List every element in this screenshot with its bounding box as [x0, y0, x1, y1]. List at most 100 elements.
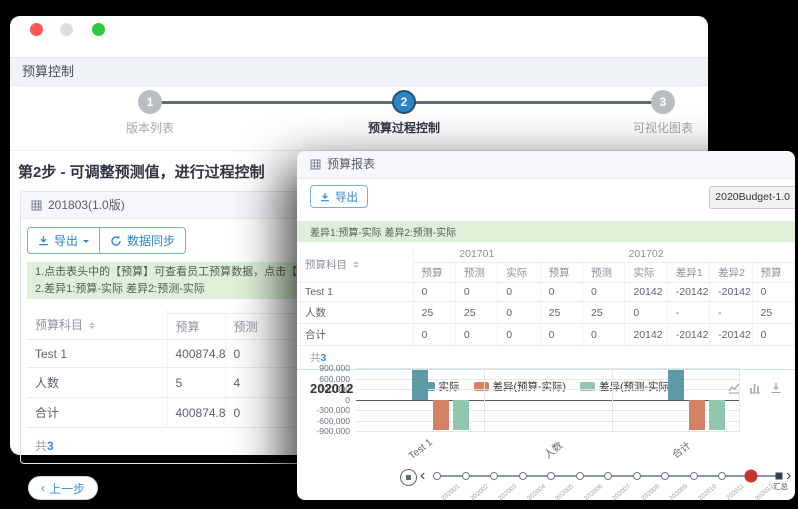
- timeline-node-current[interactable]: [744, 469, 757, 483]
- gridline: [356, 389, 740, 390]
- export-button-label: 导出: [335, 191, 358, 204]
- table-row[interactable]: Test 1 0 0 0 0 0 20142 -20142 -20142 0: [297, 282, 795, 302]
- value-cell: 25: [540, 301, 584, 324]
- table-head: 预算科目 201701 201702 预算 预测 实际 预算 预测 实际 差异1 差异2 预算: [297, 246, 795, 283]
- data-sync-button[interactable]: 数据同步: [99, 227, 187, 254]
- play-button[interactable]: [400, 469, 417, 486]
- timeline-node[interactable]: [661, 472, 669, 480]
- stepper: 1 版本列表 2 预算过程控制 3 可视化图表: [10, 86, 708, 151]
- version-select[interactable]: 2020Budget-1.0: [709, 186, 795, 209]
- sync-button-label: 数据同步: [127, 234, 176, 248]
- report-title: 预算报表: [327, 157, 376, 171]
- chart-bar[interactable]: [453, 399, 469, 431]
- report-header: 预算报表: [297, 151, 795, 179]
- timeline-node[interactable]: [775, 472, 783, 480]
- line-chart-toggle-icon[interactable]: [728, 382, 740, 394]
- column-header[interactable]: 预算: [413, 262, 456, 283]
- chart-bar[interactable]: [412, 369, 428, 400]
- export-button[interactable]: 导出: [27, 227, 101, 254]
- column-header-name[interactable]: 预算科目: [27, 309, 168, 340]
- previous-step-button[interactable]: ‹ 上一步: [28, 476, 99, 500]
- timeline-node[interactable]: [604, 472, 612, 480]
- timeline-node[interactable]: [433, 472, 441, 480]
- value-cell: 0: [413, 282, 456, 302]
- sort-icon[interactable]: [89, 319, 96, 332]
- timeline-node[interactable]: [689, 472, 698, 480]
- total-prefix: 共: [310, 352, 321, 364]
- value-cell: 0: [455, 323, 499, 346]
- column-header[interactable]: 预算: [167, 313, 226, 340]
- export-button[interactable]: 导出: [310, 185, 368, 208]
- column-header-name[interactable]: 预算科目: [297, 246, 414, 283]
- timeline-node[interactable]: [518, 472, 527, 480]
- bar-chart-toggle-icon[interactable]: [749, 382, 761, 394]
- timeline-node[interactable]: [461, 472, 470, 480]
- value-cell: 0: [225, 339, 290, 368]
- column-header[interactable]: 预算: [540, 262, 584, 283]
- table-row[interactable]: 合计 0 0 0 0 0 20142 -20142 -20142 0: [297, 323, 795, 346]
- timeline-node[interactable]: [575, 472, 584, 480]
- total-count: 3: [320, 352, 327, 364]
- timeline-node[interactable]: [547, 472, 555, 480]
- row-name-cell: 人数: [27, 367, 168, 398]
- timeline-node-label: 202002: [468, 483, 490, 503]
- column-header[interactable]: 预算: [752, 262, 795, 283]
- gridline: [356, 368, 740, 369]
- column-header[interactable]: 差异2: [709, 262, 753, 283]
- value-cell: 25: [752, 301, 795, 324]
- chevron-left-icon: ‹: [41, 481, 45, 495]
- step-number: 1: [138, 90, 162, 114]
- chart-bar[interactable]: [433, 399, 449, 431]
- minimize-window-button[interactable]: [60, 23, 73, 36]
- table-row[interactable]: 人数 25 25 0 25 25 0- -25: [297, 301, 795, 324]
- value-cell: 0: [225, 397, 290, 428]
- timeline-node[interactable]: [718, 472, 726, 480]
- value-cell: 0: [540, 282, 584, 302]
- category-split-line: [484, 368, 485, 431]
- legend-label: 实际: [438, 381, 460, 393]
- y-axis-tick-label: -900,000: [316, 426, 350, 436]
- column-header[interactable]: 预测: [455, 262, 499, 283]
- timeline-node[interactable]: [490, 472, 498, 480]
- period-group-header: [752, 246, 795, 263]
- legend-item[interactable]: 差异(预测-实际): [580, 379, 673, 394]
- value-cell: 0: [752, 282, 795, 302]
- refresh-icon: [111, 235, 121, 246]
- save-image-icon[interactable]: [770, 382, 782, 394]
- step-heading: 第2步 - 可调整预测值，进行过程控制: [18, 164, 265, 181]
- value-cell: 0: [455, 282, 499, 302]
- column-header[interactable]: 实际: [497, 262, 541, 283]
- chart-bar[interactable]: [709, 399, 725, 431]
- value-cell: 20142: [624, 323, 668, 346]
- timeline-node-label: 202010: [696, 483, 718, 503]
- column-header[interactable]: 实际: [624, 262, 668, 283]
- sort-icon[interactable]: [353, 258, 359, 271]
- step-visual-charts[interactable]: 3 可视化图表: [603, 90, 723, 136]
- step-label: 预算过程控制: [367, 121, 440, 135]
- timeline: ‹ 202001 202002 202003 202004 202005 202006 20…: [297, 466, 795, 502]
- chart-bar[interactable]: [668, 369, 684, 400]
- value-cell: 0: [497, 301, 541, 324]
- row-name-cell: 人数: [297, 301, 414, 324]
- value-cell: 20142: [624, 282, 668, 302]
- chart-bar[interactable]: [689, 399, 705, 431]
- row-name-cell: 合计: [297, 323, 414, 346]
- timeline-node-label: 202011: [724, 483, 746, 503]
- timeline-node[interactable]: [632, 472, 641, 480]
- close-window-button[interactable]: [30, 23, 43, 36]
- column-header[interactable]: 预测: [582, 262, 626, 283]
- value-cell: -20142: [709, 323, 753, 346]
- step-process-control[interactable]: 2 预算过程控制: [344, 90, 464, 136]
- legend-item[interactable]: 差异(预算-实际): [473, 379, 566, 394]
- table-total: 共3: [297, 346, 795, 369]
- value-cell: -20142: [667, 282, 711, 302]
- version-select-value: 2020Budget-1.0: [715, 191, 790, 203]
- timeline-prev-icon[interactable]: ‹: [420, 467, 426, 484]
- zoom-window-button[interactable]: [92, 23, 105, 36]
- step-version-list[interactable]: 1 版本列表: [90, 90, 210, 136]
- column-header[interactable]: 预测: [225, 313, 290, 340]
- timeline-next-icon[interactable]: ›: [786, 467, 792, 484]
- value-cell: 0: [582, 282, 626, 302]
- report-table: 预算科目 201701 201702 预算 预测 实际 预算 预测 实际 差异1 差异2 预算 Test…: [297, 246, 795, 346]
- column-header[interactable]: 差异1: [667, 262, 711, 283]
